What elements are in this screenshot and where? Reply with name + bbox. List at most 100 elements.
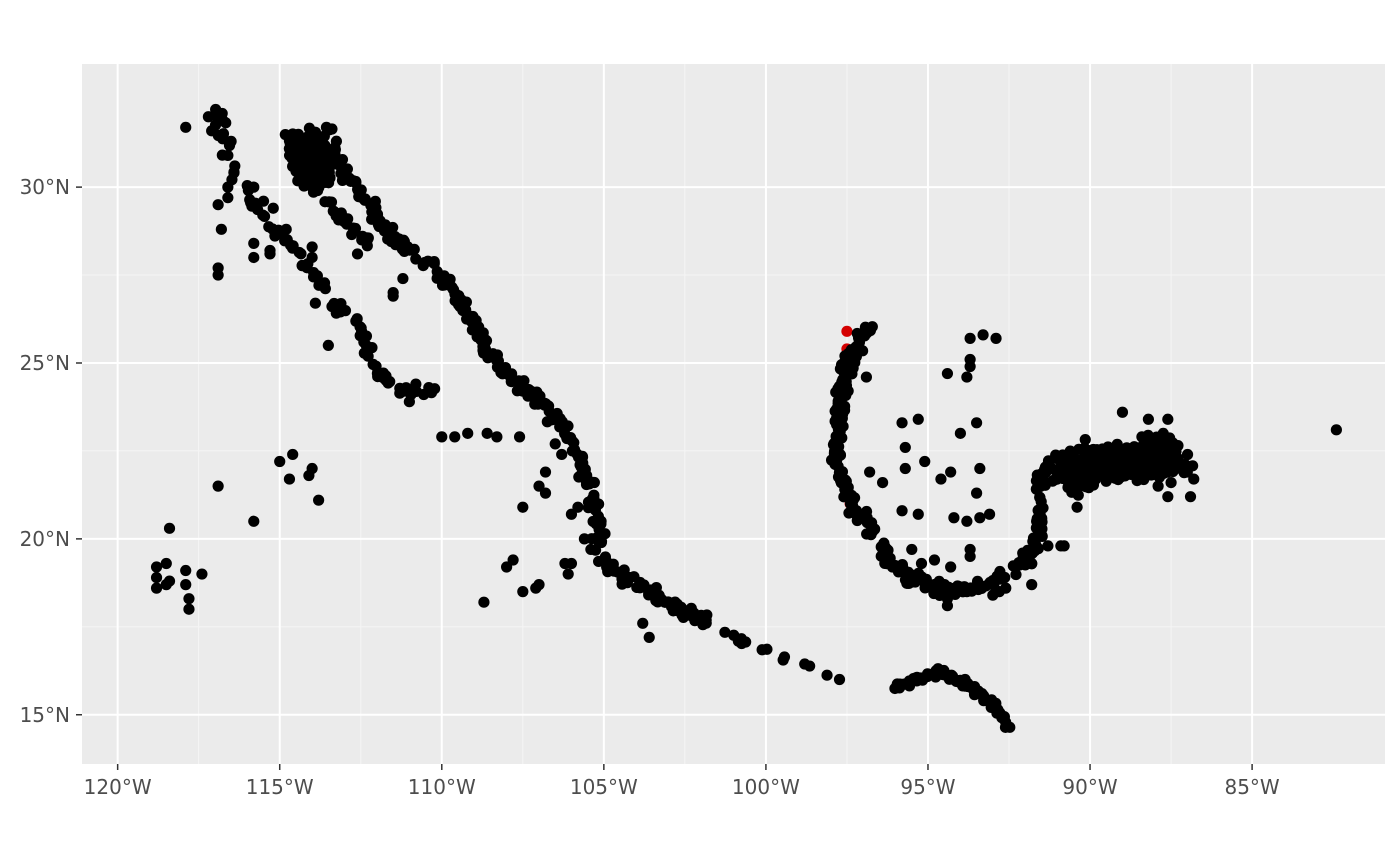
data-point	[977, 329, 989, 341]
data-point	[581, 469, 593, 482]
data-point	[961, 515, 973, 527]
data-point	[1162, 413, 1174, 425]
data-point	[595, 536, 607, 549]
data-point	[372, 218, 384, 231]
data-point	[202, 111, 215, 123]
data-point	[315, 176, 327, 188]
data-point	[1184, 491, 1197, 503]
data-point	[941, 600, 954, 612]
data-point	[229, 160, 241, 172]
data-point	[586, 493, 598, 505]
data-point	[372, 370, 384, 383]
data-point	[1079, 433, 1091, 446]
data-point	[478, 596, 490, 608]
data-point	[851, 327, 863, 340]
data-point	[292, 132, 304, 144]
data-point	[935, 473, 947, 485]
data-point	[367, 358, 379, 371]
data-point	[589, 504, 601, 516]
data-point	[1137, 439, 1149, 452]
data-point	[1141, 463, 1153, 476]
data-point	[1072, 482, 1084, 494]
x-tick-label: 100°W	[732, 775, 800, 799]
data-point	[568, 437, 580, 449]
data-point	[522, 383, 535, 396]
data-point	[498, 363, 510, 375]
data-point	[318, 130, 330, 142]
data-point	[756, 644, 768, 656]
data-point	[150, 582, 163, 594]
data-point	[1046, 475, 1059, 487]
data-point	[397, 272, 409, 285]
data-point	[1072, 463, 1084, 475]
data-point	[1000, 582, 1012, 594]
data-point	[349, 222, 362, 235]
data-point	[150, 561, 163, 573]
data-point	[248, 237, 260, 249]
data-point	[1063, 480, 1075, 492]
data-point	[875, 541, 887, 553]
data-point	[572, 501, 584, 513]
data-point	[356, 230, 369, 242]
data-point	[283, 473, 296, 485]
data-point	[384, 376, 396, 388]
data-point	[906, 543, 918, 556]
data-point	[719, 626, 731, 638]
data-point	[258, 210, 271, 222]
data-point	[879, 557, 891, 569]
data-point	[361, 240, 373, 252]
data-point	[225, 135, 237, 147]
data-point	[306, 241, 318, 253]
data-point	[1115, 471, 1128, 483]
data-point	[323, 196, 335, 208]
data-point	[835, 385, 848, 397]
data-point	[465, 312, 478, 324]
data-point	[309, 297, 321, 309]
data-point	[778, 651, 791, 663]
data-point	[1330, 424, 1342, 436]
data-point	[585, 543, 597, 556]
data-point	[601, 561, 613, 573]
data-point	[1181, 466, 1193, 478]
data-point	[351, 248, 364, 260]
data-point	[403, 396, 415, 408]
data-point	[398, 245, 410, 257]
data-point	[860, 371, 872, 383]
y-tick-label: 20°N	[20, 527, 70, 551]
data-point	[351, 313, 363, 325]
x-tick-label: 110°W	[408, 775, 476, 799]
data-point	[954, 427, 966, 439]
data-point	[945, 466, 957, 478]
data-point	[799, 658, 811, 670]
data-point	[507, 554, 519, 566]
data-point	[624, 571, 636, 584]
data-point	[333, 156, 345, 168]
data-point	[283, 135, 296, 147]
data-point	[839, 483, 851, 495]
data-point	[443, 277, 455, 289]
data-point	[274, 455, 286, 468]
data-point	[689, 610, 701, 622]
data-point	[961, 371, 973, 383]
data-point	[341, 163, 354, 175]
data-point	[821, 669, 833, 681]
data-point	[1031, 512, 1043, 525]
data-point	[832, 414, 845, 426]
data-point	[970, 417, 983, 429]
data-point	[449, 431, 461, 443]
data-points	[150, 103, 1342, 733]
data-point	[864, 466, 876, 478]
data-point	[1073, 443, 1085, 455]
data-point	[296, 260, 308, 272]
data-point	[163, 522, 176, 534]
data-point	[539, 487, 552, 499]
data-point	[974, 688, 987, 700]
data-point	[1167, 451, 1180, 463]
data-point	[1026, 579, 1038, 591]
data-point	[1188, 473, 1200, 485]
data-point	[565, 557, 578, 570]
data-point	[303, 122, 315, 134]
data-point	[1071, 501, 1083, 513]
data-point	[539, 466, 552, 478]
